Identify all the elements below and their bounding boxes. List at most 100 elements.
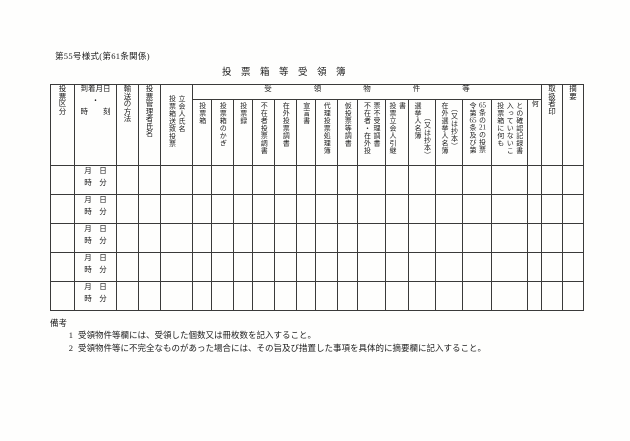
header-item-rejected-vote-record: 不在者・在外投 票不受理調書 [357,99,386,166]
month-day-placeholder: 月 日 [84,282,107,292]
entry-cell-datetime: 月 日 時 分 [74,194,117,224]
header-item-overseas-vote-record: 在外投票調書 [274,99,297,166]
header-item-empty-box-confirmation: 投票箱に何も 入っていないこ との確認記録書 [491,99,528,166]
entry-cell-datetime: 月 日 時 分 [74,223,117,253]
arrival-datetime-label: 到着月日 ・ 時 刻 [80,84,111,116]
hour-minute-placeholder: 時 分 [84,264,107,274]
entry-cell [50,281,75,311]
entry-cell [274,194,297,224]
form-number: 第55号様式(第61条関係) [55,51,150,61]
entry-cell [233,223,253,253]
entry-cell [408,223,436,253]
manager-name-label: 投票管理者氏名 [145,84,154,138]
header-item-electoral-register: 選挙人名簿 （又は抄本） [408,99,436,166]
entry-cell [160,281,193,311]
entry-cell [252,281,275,311]
entry-cell [491,252,528,282]
entry-cell [50,165,75,195]
note-number: 2 [68,342,73,353]
entry-cell [462,223,492,253]
month-day-placeholder: 月 日 [84,195,107,205]
header-item-proxy-vote-ledger: 代理投票処理簿 [315,99,338,166]
entry-row: 月 日 時 分 [50,194,584,224]
received-items-group-label: 受領物件等 [264,84,470,93]
note-item: 1 受領物件等欄には、受領した個数又は冊枚数を記入すること。 [50,329,486,341]
header-voting-district: 投票区分 [50,84,75,166]
entry-cell [385,165,409,195]
entry-cell [357,281,386,311]
handler-seal-label: 取扱者印 [548,84,556,116]
hour-minute-placeholder: 時 分 [84,235,107,245]
header-arrival-datetime: 到着月日 ・ 時 刻 [74,84,117,166]
notes-heading: 備考 [50,318,68,328]
entry-cell [435,223,463,253]
entry-cell [527,223,542,253]
note-item: 2 受領物件等に不完全なものがあった場合には、その旨及び措置した事項を具体的に摘… [50,342,486,354]
entry-cell [315,165,338,195]
entry-row: 月 日 時 分 [50,281,584,311]
witness-name-label: 投票箱送致投票 立会人氏名 [168,95,187,148]
entry-cell [408,194,436,224]
entry-cell [138,165,161,195]
hour-minute-placeholder: 時 分 [84,206,107,216]
month-day-placeholder: 月 日 [84,253,107,263]
entry-cell [274,165,297,195]
entry-cell [491,281,528,311]
entry-cell [435,252,463,282]
entry-cell [138,194,161,224]
entry-cell [50,223,75,253]
entry-cell [160,252,193,282]
transport-method-label: 輸送の方法 [123,84,132,123]
note-number: 1 [68,330,73,341]
hour-minute-placeholder: 時 分 [84,293,107,303]
entry-cell [462,252,492,282]
entry-cell [491,165,528,195]
header-remarks: 摘要 [562,84,584,166]
entry-cell [296,194,316,224]
entry-cell [527,281,542,311]
entry-cell [160,165,193,195]
entry-cell [337,281,358,311]
entry-cell [233,252,253,282]
entry-cell [192,223,212,253]
entry-cell [491,223,528,253]
voting-district-label: 投票区分 [58,84,67,116]
entry-cell [435,165,463,195]
entry-row: 月 日 時 分 [50,223,584,253]
entry-row: 月 日 時 分 [50,252,584,282]
entry-cell [541,194,563,224]
header-item-absentee-vote-record: 不在者投票調書 [252,99,275,166]
entry-cell [385,252,409,282]
receipt-table: 投票区分 到着月日 ・ 時 刻 輸送の方法 投票管理者氏名 投票箱送致投票 立会… [50,84,584,311]
entry-cell [138,223,161,253]
notes-section: 備考 1 受領物件等欄には、受領した個数又は冊枚数を記入すること。 2 受領物件… [50,317,486,354]
entry-cell [50,252,75,282]
entry-cell [211,223,234,253]
entry-cell-datetime: 月 日 時 分 [74,165,117,195]
entry-cell [357,252,386,282]
month-day-placeholder: 月 日 [84,166,107,176]
entry-cell [527,165,542,195]
entry-cell [562,194,584,224]
header-item-article-65-votes: 令第65条及び第 65条の21の投票 [462,99,492,166]
header-item-overseas-electoral-register: 在外選挙人名簿 （又は抄本） [435,99,463,166]
entry-cell [116,252,139,282]
entry-cell [408,281,436,311]
entry-row: 月 日 時 分 [50,165,584,195]
header-item-other: 何 [527,99,542,166]
entry-cell [116,194,139,224]
entry-cell [211,194,234,224]
header-item-ballot-box: 投票箱 [192,99,212,166]
entry-cell-datetime: 月 日 時 分 [74,252,117,282]
entry-cell [315,281,338,311]
entry-cell [385,194,409,224]
entry-cell [337,165,358,195]
entry-cell [116,281,139,311]
entry-cell [435,281,463,311]
entry-cell [357,165,386,195]
entry-cell [233,194,253,224]
entry-cell [337,223,358,253]
entry-cell [527,252,542,282]
entry-cell-datetime: 月 日 時 分 [74,281,117,311]
entry-cell [116,165,139,195]
